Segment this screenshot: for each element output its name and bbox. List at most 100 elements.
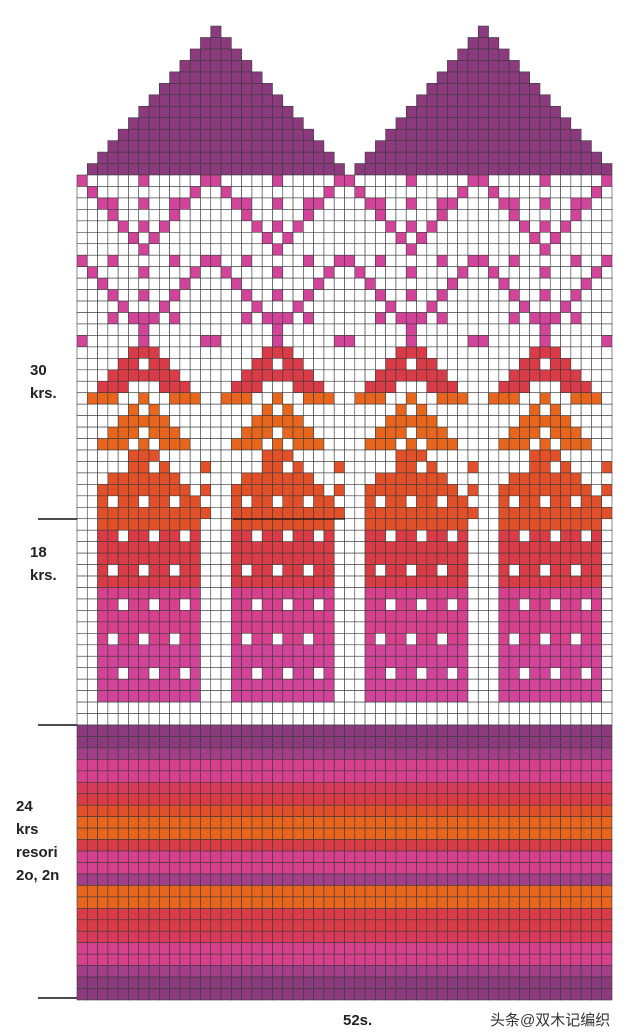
stitch [159, 335, 170, 348]
stitch [200, 163, 212, 176]
stitch [231, 896, 242, 909]
stitch [539, 151, 551, 164]
stitch [200, 369, 212, 382]
stitch [529, 415, 541, 428]
stitch [86, 908, 98, 921]
stitch [107, 209, 119, 222]
stitch [189, 575, 201, 588]
stitch [97, 633, 109, 646]
stitch [447, 94, 458, 107]
stitch [477, 484, 489, 497]
stitch [375, 621, 386, 634]
stitch [241, 621, 253, 634]
stitch [148, 392, 160, 405]
stitch [508, 300, 520, 313]
stitch [200, 254, 212, 267]
stitch [107, 506, 119, 520]
stitch [117, 770, 129, 783]
stitch [560, 415, 572, 428]
stitch [426, 254, 438, 267]
stitch [457, 896, 469, 909]
stitch [148, 403, 160, 416]
stitch [549, 231, 561, 245]
stitch [498, 461, 510, 474]
stitch [580, 438, 592, 451]
stitch [251, 564, 263, 577]
stitch [313, 140, 325, 153]
stitch [447, 781, 458, 795]
stitch [76, 529, 88, 542]
stitch [539, 633, 551, 646]
stitch [477, 220, 489, 233]
stitch [251, 747, 263, 760]
stitch [117, 300, 129, 313]
stitch [210, 438, 222, 451]
stitch [241, 312, 253, 325]
stitch [86, 209, 98, 222]
stitch [128, 380, 140, 394]
stitch [86, 277, 98, 290]
stitch [426, 724, 438, 737]
stitch [426, 862, 438, 875]
stitch [241, 885, 253, 898]
stitch [107, 644, 119, 657]
stitch [323, 220, 335, 233]
stitch [303, 965, 314, 978]
stitch [272, 197, 284, 210]
stitch [529, 850, 541, 863]
stitch [251, 323, 263, 336]
stitch [313, 724, 325, 737]
stitch [138, 575, 150, 588]
stitch [220, 655, 232, 669]
stitch [272, 690, 284, 703]
stitch [128, 300, 140, 313]
stitch [560, 266, 572, 279]
stitch [498, 529, 510, 542]
stitch [292, 552, 304, 565]
stitch [210, 449, 222, 462]
stitch [148, 770, 160, 783]
stitch [251, 300, 263, 313]
stitch [395, 552, 407, 565]
stitch [241, 816, 253, 829]
stitch [570, 827, 582, 840]
stitch [148, 346, 160, 359]
stitch [220, 140, 232, 153]
stitch [467, 220, 479, 233]
stitch [539, 701, 551, 714]
stitch [457, 575, 469, 588]
stitch [220, 724, 232, 737]
stitch [529, 380, 541, 394]
stitch [560, 850, 572, 863]
stitch [344, 896, 356, 909]
stitch [519, 942, 530, 955]
stitch [405, 552, 417, 565]
stitch [457, 552, 469, 565]
stitch [200, 105, 212, 119]
stitch [159, 495, 170, 508]
stitch [97, 312, 109, 325]
stitch [591, 862, 603, 875]
stitch [457, 770, 469, 783]
stitch [159, 575, 170, 588]
stitch [529, 369, 541, 382]
stitch [210, 94, 222, 107]
stitch [117, 312, 129, 325]
stitch [426, 472, 438, 485]
stitch [169, 575, 181, 588]
stitch [560, 380, 572, 394]
stitch [477, 140, 489, 153]
stitch [488, 83, 500, 96]
stitch [272, 885, 284, 898]
stitch [519, 94, 530, 107]
stitch [282, 151, 294, 164]
stitch [261, 816, 273, 829]
stitch [488, 380, 500, 394]
stitch [385, 197, 397, 210]
stitch [313, 392, 325, 405]
stitch [231, 254, 242, 267]
stitch [375, 644, 386, 657]
stitch [549, 701, 561, 714]
stitch [220, 495, 232, 508]
stitch [426, 83, 438, 96]
